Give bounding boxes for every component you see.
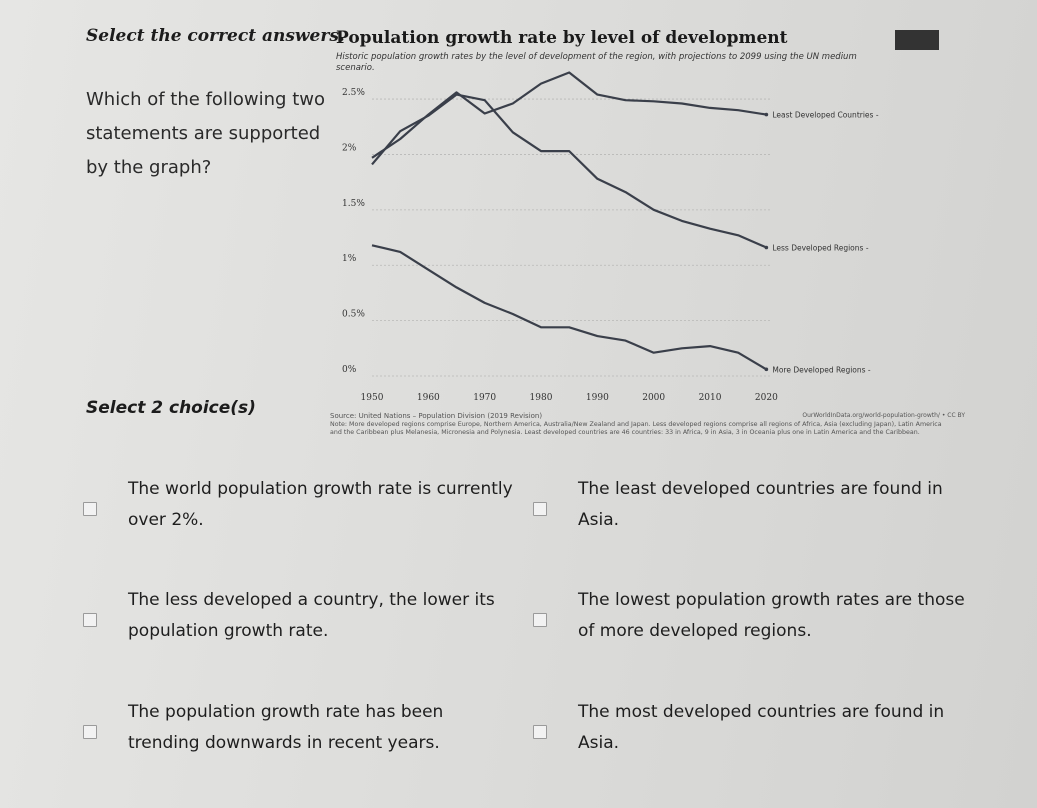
- choice-5[interactable]: The most developed countries are found i…: [533, 697, 973, 767]
- chart-title: Population growth rate by level of devel…: [336, 28, 788, 48]
- series-line-2: [371, 244, 767, 371]
- y-tick-label: 1.5%: [342, 199, 365, 209]
- x-tick-label: 2000: [642, 393, 665, 403]
- choice-checkbox[interactable]: [83, 502, 97, 516]
- choice-label: The less developed a country, the lower …: [128, 590, 495, 641]
- chart-note: Note: More developed regions comprise Eu…: [330, 421, 942, 436]
- choice-label: The world population growth rate is curr…: [128, 479, 513, 530]
- x-tick-label: 1950: [361, 393, 384, 403]
- chart-url: OurWorldInData.org/world-population-grow…: [802, 412, 965, 419]
- choice-2[interactable]: The less developed a country, the lower …: [83, 585, 523, 655]
- series-end-dot: [764, 367, 769, 372]
- choice-checkbox[interactable]: [533, 613, 547, 627]
- choice-1[interactable]: The least developed countries are found …: [533, 474, 973, 544]
- choice-checkbox[interactable]: [83, 725, 97, 739]
- line-chart: 0% 0.5% 1% 1.5% 2% 2.5% 1950 1960 1970 1980 1990 20…: [342, 71, 879, 403]
- y-tick-label: 0.5%: [342, 310, 365, 320]
- chart-source: Source: United Nations – Population Divi…: [330, 412, 543, 420]
- choice-4[interactable]: The population growth rate has been tren…: [83, 697, 523, 767]
- series-label: Least Developed Countries -: [772, 111, 878, 120]
- select-count-text: Select 2 choice(s): [86, 398, 256, 418]
- choice-checkbox[interactable]: [83, 613, 97, 627]
- owid-logo: [895, 30, 939, 50]
- choice-checkbox[interactable]: [533, 502, 547, 516]
- x-tick-label: 2020: [755, 393, 778, 403]
- choice-label: The least developed countries are found …: [578, 479, 943, 530]
- x-tick-label: 1960: [417, 393, 440, 403]
- y-tick-label: 1%: [342, 254, 357, 264]
- series-label: More Developed Regions -: [772, 365, 871, 374]
- choice-label: The lowest population growth rates are t…: [578, 590, 965, 641]
- series-line-1: [371, 93, 767, 249]
- choice-0[interactable]: The world population growth rate is curr…: [83, 474, 523, 544]
- chart-image: 0% 0.5% 1% 1.5% 2% 2.5% 1950 1960 1970 1980 1990 20…: [320, 26, 965, 471]
- x-tick-label: 1980: [530, 393, 553, 403]
- series-end-dot: [764, 112, 769, 117]
- series-label: Less Developed Regions -: [772, 244, 868, 253]
- x-tick-label: 1990: [586, 393, 609, 403]
- y-tick-label: 2%: [342, 143, 357, 153]
- choice-label: The most developed countries are found i…: [578, 702, 945, 753]
- instruction-text: Select the correct answers.: [86, 26, 345, 46]
- question-text: Which of the following two statements ar…: [86, 89, 326, 178]
- choice-3[interactable]: The lowest population growth rates are t…: [533, 585, 973, 655]
- x-tick-label: 1970: [473, 393, 496, 403]
- y-tick-label: 0%: [342, 365, 357, 375]
- chart-subtitle: Historic population growth rates by the …: [336, 52, 857, 73]
- choice-label: The population growth rate has been tren…: [128, 702, 444, 753]
- y-tick-label: 2.5%: [342, 88, 365, 98]
- choice-checkbox[interactable]: [533, 725, 547, 739]
- series-end-dot: [764, 245, 769, 250]
- series-line-0: [371, 71, 767, 159]
- x-tick-label: 2010: [699, 393, 722, 403]
